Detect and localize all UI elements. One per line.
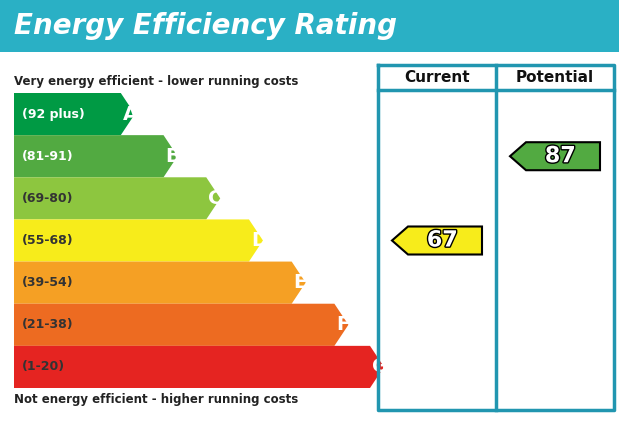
- Polygon shape: [14, 177, 220, 220]
- Text: Current: Current: [404, 70, 470, 85]
- Polygon shape: [14, 220, 263, 262]
- Text: A: A: [123, 105, 138, 123]
- Text: 67: 67: [427, 231, 458, 251]
- Text: C: C: [208, 189, 223, 208]
- Polygon shape: [14, 346, 384, 388]
- Text: Potential: Potential: [516, 70, 594, 85]
- Polygon shape: [14, 93, 135, 135]
- Text: F: F: [336, 315, 350, 334]
- Text: 87: 87: [545, 146, 576, 166]
- Bar: [0, 0, 619, 52]
- Text: (55-68): (55-68): [22, 234, 74, 247]
- Text: (21-38): (21-38): [22, 318, 74, 331]
- Text: Very energy efficient - lower running costs: Very energy efficient - lower running co…: [14, 75, 298, 89]
- Text: Not energy efficient - higher running costs: Not energy efficient - higher running co…: [14, 393, 298, 407]
- Text: E: E: [293, 273, 307, 292]
- Text: Energy Efficiency Rating: Energy Efficiency Rating: [14, 12, 397, 40]
- Text: (81-91): (81-91): [22, 150, 74, 163]
- Text: (69-80): (69-80): [22, 192, 74, 205]
- Text: D: D: [251, 231, 267, 250]
- Polygon shape: [14, 135, 178, 177]
- Polygon shape: [14, 262, 306, 304]
- Text: (39-54): (39-54): [22, 276, 74, 289]
- Polygon shape: [510, 142, 600, 170]
- Text: G: G: [372, 357, 388, 377]
- Text: B: B: [165, 147, 180, 166]
- Polygon shape: [392, 226, 482, 254]
- Text: (92 plus): (92 plus): [22, 108, 85, 120]
- Text: (1-20): (1-20): [22, 360, 65, 374]
- Polygon shape: [14, 304, 348, 346]
